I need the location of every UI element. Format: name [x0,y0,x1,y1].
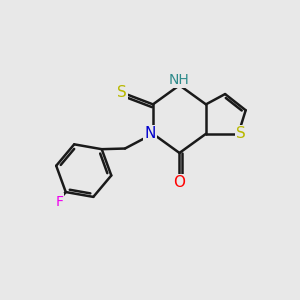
Text: S: S [117,85,127,100]
Text: N: N [144,126,156,141]
Text: O: O [173,175,185,190]
Text: S: S [236,126,246,141]
Text: NH: NH [169,73,190,87]
Text: F: F [55,194,63,208]
